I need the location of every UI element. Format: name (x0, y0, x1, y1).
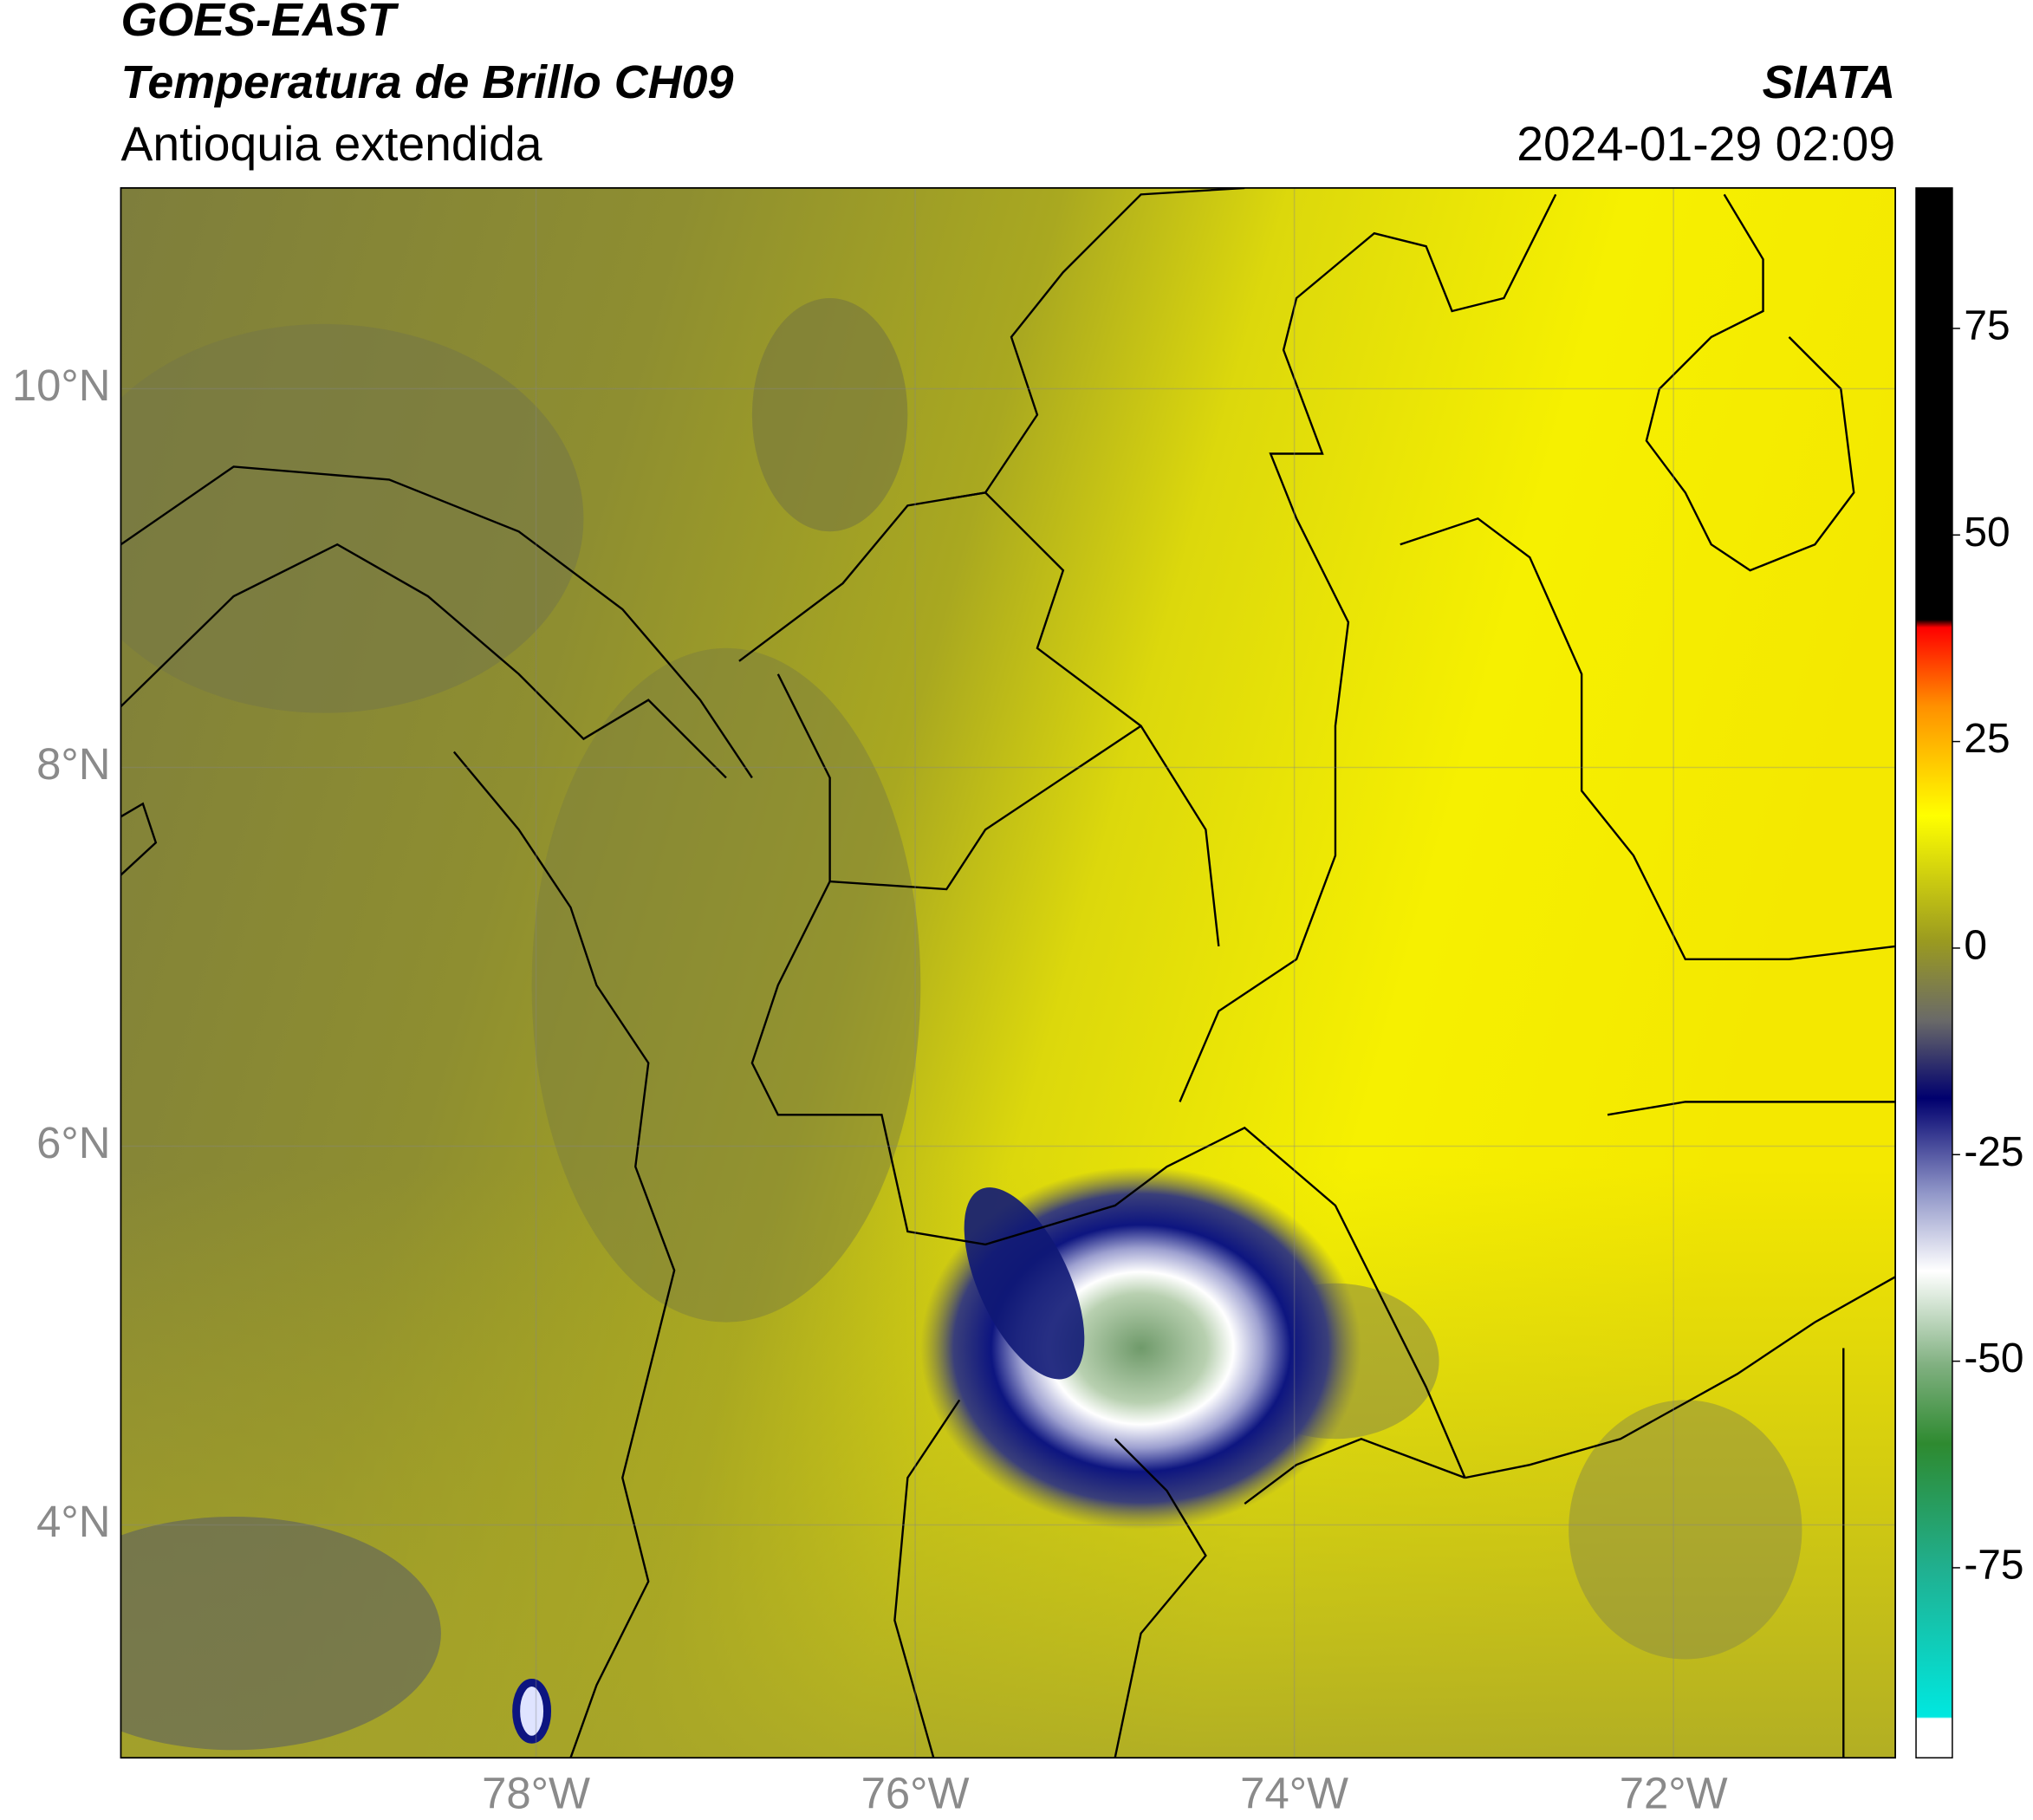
colorbar-tick-label: 25 (1964, 716, 2010, 762)
subtitle: Temperatura de Brillo CH09 (120, 56, 733, 108)
y-tick-label: 6°N (36, 1118, 110, 1167)
x-tick-label: 76°W (861, 1769, 970, 1818)
y-tick-label: 4°N (36, 1497, 110, 1546)
x-tick-label: 78°W (482, 1769, 590, 1818)
title: GOES-EAST (120, 0, 399, 46)
colorbar-tick-label: -75 (1964, 1543, 2023, 1589)
map-image (120, 187, 1896, 1758)
datetime: 2024-01-29 02:09 (1517, 117, 1895, 171)
colorbar-tick-label: -50 (1964, 1336, 2023, 1381)
x-tick-label: 74°W (1240, 1769, 1348, 1818)
colorbar-tick-label: 0 (1964, 923, 1987, 969)
x-tick-label: 72°W (1620, 1769, 1728, 1818)
y-tick-label: 10°N (12, 361, 111, 410)
map-frame (120, 186, 1896, 1759)
colorbar (1915, 187, 1953, 1758)
colorbar-tick-label: 50 (1964, 510, 2010, 556)
graticule (120, 187, 1896, 1758)
region: Antioquia extendida (120, 117, 542, 171)
source: SIATA (1763, 56, 1896, 108)
colorbar-tick-label: 75 (1964, 303, 2010, 349)
colorbar-tick-label: -25 (1964, 1129, 2023, 1175)
y-tick-label: 8°N (36, 739, 110, 789)
